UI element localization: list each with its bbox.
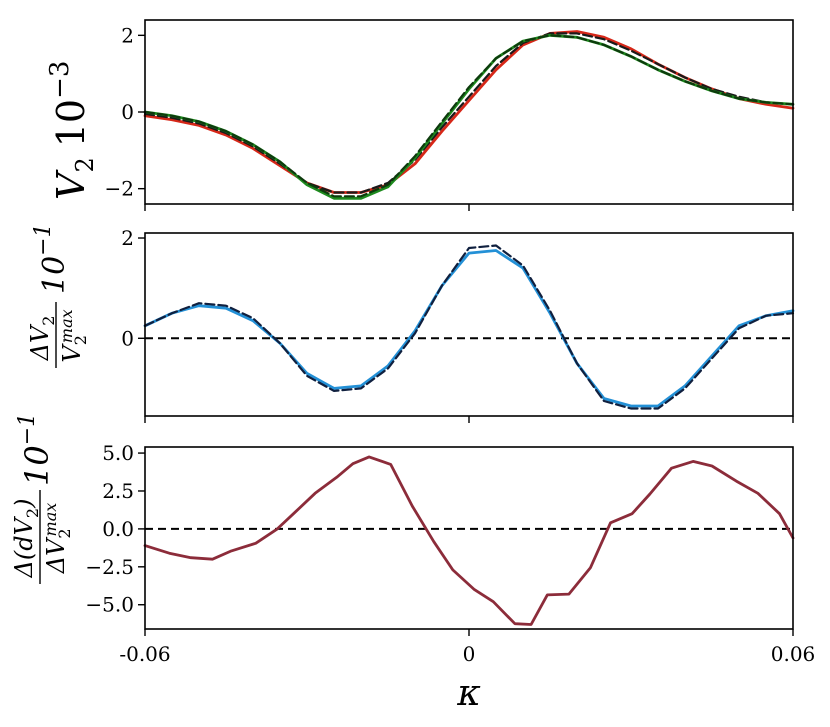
plot-frame [144, 446, 794, 630]
x-tick-label: 0 [463, 642, 476, 666]
y-tick-label: 0.0 [102, 517, 134, 541]
y-tick-label: −2.5 [85, 555, 134, 579]
y-tick-label: −2 [105, 177, 134, 201]
y-tick-label: 0 [121, 100, 134, 124]
panel-dv2: ΔV2 V2max 10−1 0 2 [26, 223, 795, 423]
series-line-1 [143, 32, 795, 194]
y-axis-label-v2: V210−3 [45, 61, 99, 200]
y-tick-label: 0 [121, 326, 134, 350]
y-tick-label: 5.0 [102, 441, 134, 465]
series-line-0 [143, 455, 795, 626]
series-line-0 [143, 249, 795, 408]
y-tick-label: 2 [121, 226, 134, 250]
y-tick-label: 2.5 [102, 479, 134, 503]
series-line-2 [143, 33, 795, 200]
y-label-ddv2-numerator: Δ(dV2) [10, 499, 42, 579]
y-label-dv2-scale: 10−1 [31, 223, 72, 294]
series-line-3 [143, 34, 795, 198]
y-label-dv2-numerator: ΔV2 [26, 316, 58, 362]
y-label-ddv2-scale: 10−1 [15, 413, 56, 486]
x-tick-label: 0.06 [771, 642, 816, 666]
y-tick-label: 2 [121, 23, 134, 47]
panel-ddv2: Δ(dV2) ΔV2max 10−1 κ −5.0 −2.5 0.0 2.5 5.0 -0… [10, 413, 815, 714]
y-tick-label: −5.0 [85, 593, 134, 617]
y-axis-label-ddv2: Δ(dV2) ΔV2max 10−1 [10, 413, 74, 584]
y-label-v2-main: V210−3 [45, 61, 99, 200]
series-line-0 [143, 30, 795, 194]
y-label-ddv2-denominator: ΔV2max [41, 503, 74, 575]
plot-frame [144, 232, 794, 417]
y-label-dv2-denominator: V2max [57, 309, 90, 362]
series-line-1 [143, 244, 795, 410]
x-axis-label: κ [456, 673, 481, 714]
x-tick-label: -0.06 [119, 642, 170, 666]
panel-v2: V210−3 −2 0 2 [45, 19, 795, 211]
plot-frame [144, 19, 794, 205]
y-axis-label-dv2: ΔV2 V2max 10−1 [26, 223, 90, 368]
